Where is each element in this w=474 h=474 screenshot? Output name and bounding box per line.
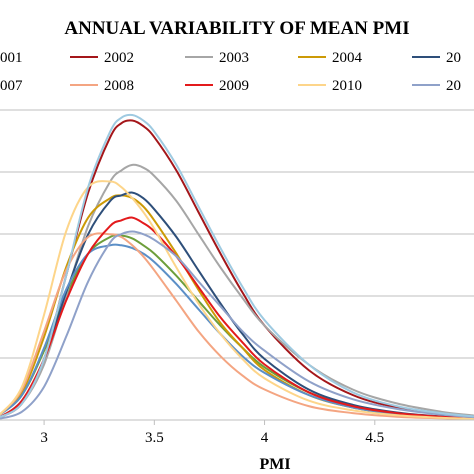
series-line-2002: [0, 119, 474, 419]
series-line-2005: [0, 191, 474, 420]
legend: 001 2002 2003 2004 20 007 2008 2009 2010 20: [0, 50, 461, 94]
series-line-2007: [0, 243, 474, 420]
x-tick-label: 4: [261, 430, 269, 446]
gridlines: [0, 109, 474, 359]
legend-label: 20: [446, 50, 461, 66]
legend-label: 2009: [219, 78, 249, 94]
series-line-2004: [0, 194, 474, 420]
legend-label: 20: [446, 78, 461, 94]
series-line-2012: [0, 113, 474, 419]
legend-label: 007: [0, 78, 23, 94]
legend-label: 2002: [104, 50, 134, 66]
legend-item-2009: 2009: [185, 78, 249, 94]
legend-item-2004: 2004: [298, 50, 363, 66]
series-lines: [0, 113, 474, 421]
legend-label: 001: [0, 50, 23, 66]
legend-item-2001: 001: [0, 50, 23, 66]
legend-label: 2004: [332, 50, 363, 66]
chart-title: ANNUAL VARIABILITY OF MEAN PMI: [64, 18, 409, 39]
legend-item-2011: 20: [412, 78, 461, 94]
legend-item-2002: 2002: [70, 50, 134, 66]
legend-label: 2010: [332, 78, 362, 94]
legend-label: 2003: [219, 50, 249, 66]
x-tick-label: 3: [40, 430, 48, 446]
x-tick-label: 4.5: [365, 430, 384, 446]
legend-label: 2008: [104, 78, 134, 94]
series-line-2008: [0, 232, 474, 421]
legend-item-2005: 20: [412, 50, 461, 66]
series-line-2009: [0, 216, 474, 420]
legend-item-2003: 2003: [185, 50, 249, 66]
series-line-2010: [0, 180, 474, 420]
legend-item-2007: 007: [0, 78, 23, 94]
x-axis: 3 3.5 4 4.5: [0, 419, 474, 446]
x-axis-label: PMI: [259, 456, 290, 473]
legend-item-2010: 2010: [298, 78, 362, 94]
legend-item-2008: 2008: [70, 78, 134, 94]
x-tick-label: 3.5: [145, 430, 164, 446]
series-line-2011: [0, 230, 474, 420]
